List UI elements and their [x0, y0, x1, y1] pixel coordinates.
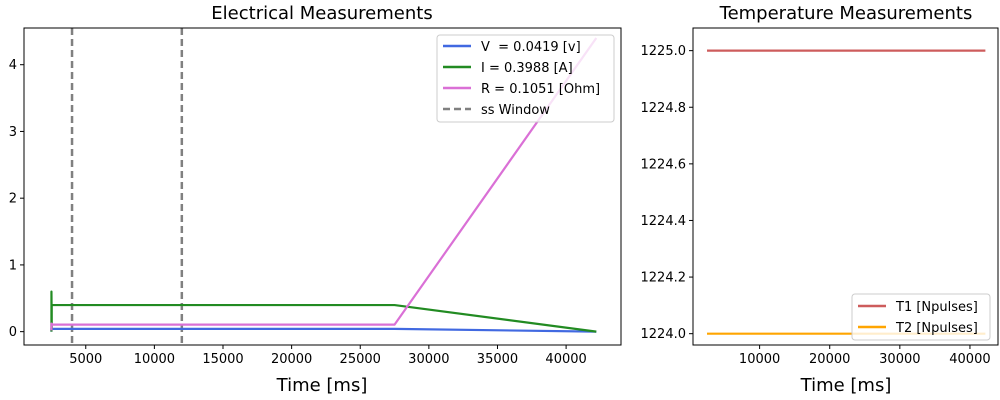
y-tick-label: 1224.8	[641, 101, 687, 116]
legend-label-voltage: V = 0.0419 [v]	[481, 40, 581, 55]
legend-label-resistance: R = 0.1051 [Ohm]	[481, 82, 600, 97]
x-tick-label: 30000	[408, 352, 449, 367]
x-tick-label: 20000	[809, 352, 850, 367]
legend-label-current: I = 0.3988 [A]	[481, 61, 573, 76]
temperature-chart: Temperature Measurements 10000 20000 30000…	[641, 3, 999, 396]
y-tick-label: 4	[9, 58, 17, 73]
y-tick-label: 1224.6	[641, 157, 687, 172]
chart-title: Electrical Measurements	[211, 3, 432, 24]
legend-label-ss-window: ss Window	[481, 103, 550, 118]
legend: T1 [Npulses] T2 [Npulses]	[851, 293, 991, 341]
y-tick-label: 3	[9, 125, 17, 140]
x-tick-label: 30000	[879, 352, 920, 367]
chart-title: Temperature Measurements	[719, 3, 973, 24]
y-tick-label: 1224.0	[641, 327, 687, 342]
x-tick-label: 20000	[271, 352, 312, 367]
x-axis-label: Time [ms]	[276, 375, 368, 396]
plot-frame	[692, 27, 999, 346]
x-tick-label: 35000	[477, 352, 518, 367]
legend: V = 0.0419 [v] I = 0.3988 [A] R = 0.1051…	[436, 34, 615, 123]
series-line-2	[50, 290, 597, 333]
legend-box	[851, 293, 991, 341]
y-tick-label: 2	[9, 192, 17, 207]
series-line-3	[50, 37, 598, 331]
plot-frame	[23, 27, 622, 346]
y-tick-label: 1224.4	[641, 214, 687, 229]
y-tick-label: 1	[9, 258, 17, 273]
x-tick-label: 10000	[739, 352, 780, 367]
x-tick-label: 5000	[69, 352, 102, 367]
legend-box	[436, 34, 615, 123]
electrical-chart: Electrical Measurements 5000 10000 15000 20…	[9, 3, 622, 396]
x-tick-label: 40000	[545, 352, 586, 367]
x-tick-label: 10000	[134, 352, 175, 367]
x-tick-label: 25000	[340, 352, 381, 367]
x-tick-label: 40000	[949, 352, 990, 367]
y-tick-label: 0	[9, 325, 17, 340]
y-tick-label: 1225.0	[641, 44, 687, 59]
legend-label-t1: T1 [Npulses]	[895, 300, 978, 315]
legend-label-t2: T2 [Npulses]	[895, 321, 978, 336]
y-tick-label: 1224.2	[641, 271, 687, 286]
x-axis-label: Time [ms]	[800, 375, 892, 396]
x-tick-label: 15000	[202, 352, 243, 367]
